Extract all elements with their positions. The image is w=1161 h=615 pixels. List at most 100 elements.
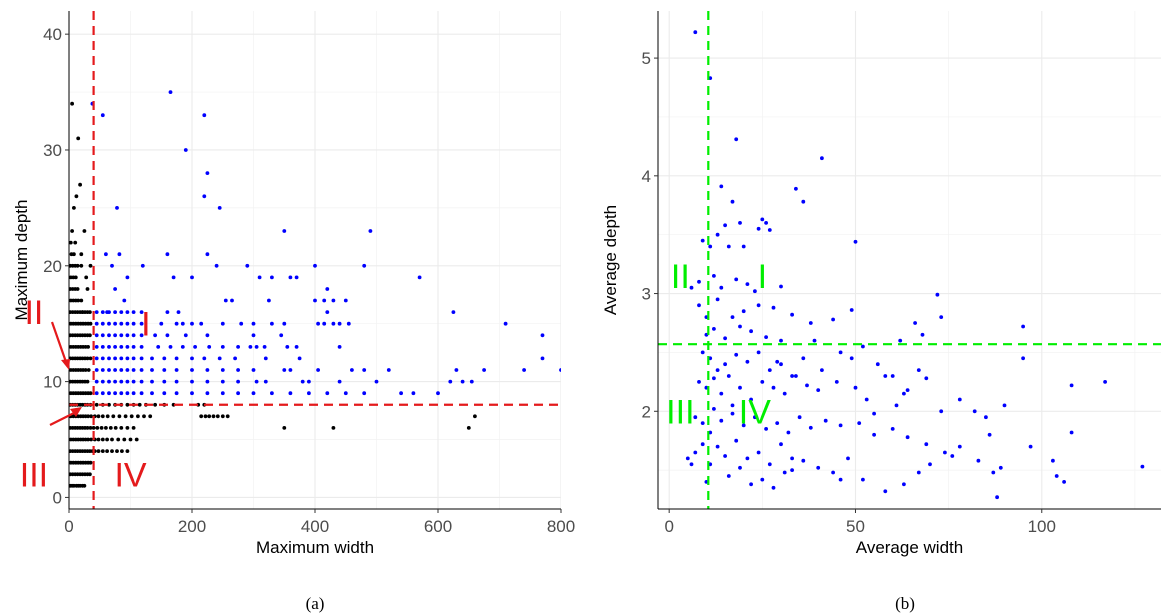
data-point bbox=[460, 379, 465, 384]
data-point bbox=[300, 379, 305, 384]
data-point bbox=[131, 356, 136, 361]
data-point bbox=[148, 414, 153, 419]
arrow-iii-line bbox=[49, 411, 77, 426]
data-point bbox=[85, 426, 90, 430]
data-point bbox=[838, 423, 843, 428]
data-point bbox=[79, 263, 84, 268]
data-point bbox=[94, 368, 99, 372]
grid bbox=[69, 11, 561, 509]
data-point bbox=[125, 379, 130, 384]
data-point bbox=[368, 229, 373, 233]
data-point bbox=[225, 414, 230, 419]
data-point bbox=[202, 113, 207, 118]
data-point bbox=[288, 391, 293, 396]
data-point bbox=[190, 391, 194, 396]
data-point bbox=[719, 184, 724, 189]
data-point bbox=[331, 426, 336, 430]
data-point bbox=[816, 388, 821, 392]
data-point bbox=[150, 379, 154, 384]
data-point bbox=[820, 156, 824, 161]
data-point bbox=[794, 374, 798, 378]
data-point bbox=[100, 449, 105, 453]
data-point bbox=[83, 368, 88, 372]
data-point bbox=[78, 182, 82, 187]
data-point bbox=[105, 449, 109, 453]
data-point bbox=[995, 495, 999, 500]
data-point bbox=[88, 333, 92, 338]
data-point bbox=[107, 310, 111, 314]
data-point bbox=[171, 275, 176, 280]
data-point bbox=[174, 368, 179, 372]
data-point bbox=[153, 402, 158, 407]
data-point bbox=[215, 414, 220, 419]
data-point bbox=[116, 437, 121, 442]
data-point bbox=[88, 356, 93, 361]
data-point bbox=[254, 345, 259, 349]
panel-a: 0 200 400 600 800 0 10 20 30 40 Maximum width Maxim… bbox=[12, 11, 575, 557]
data-point bbox=[113, 391, 117, 396]
data-point bbox=[248, 345, 253, 349]
data-point bbox=[96, 414, 101, 419]
data-point bbox=[211, 414, 216, 419]
data-point bbox=[168, 345, 173, 349]
data-point bbox=[853, 385, 858, 390]
data-point bbox=[107, 368, 111, 372]
quadrant-label: III bbox=[666, 393, 694, 431]
data-point bbox=[726, 244, 731, 249]
data-point bbox=[131, 379, 136, 384]
data-point bbox=[263, 379, 268, 384]
data-point bbox=[689, 285, 694, 290]
data-point bbox=[100, 368, 105, 372]
data-point bbox=[207, 414, 212, 419]
data-point bbox=[924, 442, 929, 447]
data-point bbox=[113, 333, 117, 338]
data-point bbox=[540, 356, 545, 361]
data-point bbox=[233, 356, 238, 361]
data-point bbox=[180, 345, 185, 349]
data-point bbox=[270, 321, 274, 326]
data-point bbox=[94, 321, 99, 326]
data-point bbox=[70, 101, 74, 106]
data-point bbox=[1002, 403, 1007, 408]
data-point bbox=[723, 362, 727, 367]
y-tick-label: 30 bbox=[43, 141, 62, 160]
data-point bbox=[924, 376, 929, 381]
data-point bbox=[205, 171, 210, 176]
data-point bbox=[831, 470, 835, 475]
data-point bbox=[771, 305, 776, 310]
data-point bbox=[756, 450, 761, 455]
data-point bbox=[307, 391, 311, 396]
data-point bbox=[331, 321, 336, 326]
data-point bbox=[100, 333, 105, 338]
data-point bbox=[998, 465, 1003, 470]
quadrant-label: I bbox=[758, 258, 767, 296]
data-point bbox=[79, 298, 84, 303]
data-point bbox=[94, 391, 99, 396]
data-point bbox=[199, 321, 204, 326]
quadrant-label: IV bbox=[114, 456, 146, 494]
data-point bbox=[697, 380, 701, 384]
data-point bbox=[1062, 480, 1066, 484]
data-point bbox=[957, 397, 962, 402]
data-point bbox=[771, 385, 776, 390]
data-point bbox=[282, 368, 287, 372]
data-point bbox=[719, 285, 724, 290]
data-point bbox=[117, 414, 122, 419]
data-point bbox=[113, 426, 118, 430]
data-point bbox=[150, 391, 154, 396]
data-point bbox=[316, 321, 320, 326]
data-point bbox=[99, 426, 104, 430]
data-point bbox=[94, 402, 99, 407]
data-point bbox=[834, 380, 839, 384]
data-point bbox=[872, 411, 876, 416]
data-point bbox=[88, 472, 92, 477]
arrow-iii-head bbox=[70, 407, 82, 417]
data-point bbox=[399, 391, 403, 396]
data-point bbox=[262, 345, 267, 349]
data-point bbox=[1069, 383, 1074, 388]
data-point bbox=[322, 321, 327, 326]
data-point bbox=[279, 333, 284, 338]
data-point bbox=[738, 324, 742, 329]
data-point bbox=[343, 391, 348, 396]
data-point bbox=[469, 379, 474, 384]
